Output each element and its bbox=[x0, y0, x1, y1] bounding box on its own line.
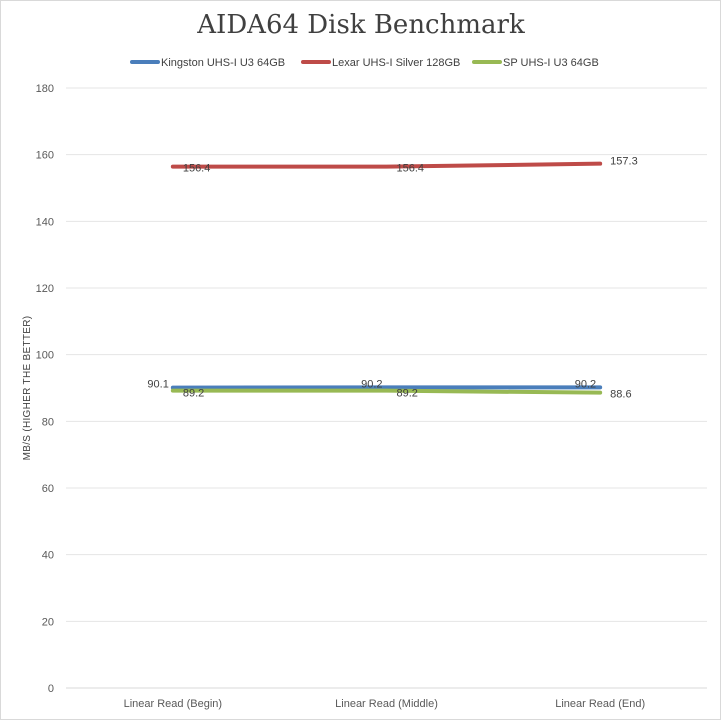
y-tick-label-180: 180 bbox=[36, 83, 54, 95]
series-line bbox=[170, 388, 603, 395]
data-label: 88.6 bbox=[610, 389, 631, 401]
data-label: 90.1 bbox=[147, 379, 168, 391]
legend-entry-label: SP UHS-I U3 64GB bbox=[503, 57, 599, 69]
series-lines bbox=[170, 161, 603, 395]
y-tick-label-140: 140 bbox=[36, 216, 54, 228]
x-category-labels: Linear Read (Begin) Linear Read (Middle) L… bbox=[124, 698, 646, 710]
data-labels: 90.1 90.2 90.2 156.4 156.4 157.3 89.2 89.2 88.6 bbox=[147, 156, 637, 401]
x-category-label: Linear Read (End) bbox=[555, 698, 645, 710]
data-label: 89.2 bbox=[183, 388, 204, 400]
chart-legend: Kingston UHS-I U3 64GB Lexar UHS-I Silver… bbox=[130, 57, 599, 69]
y-tick-label-100: 100 bbox=[36, 350, 54, 362]
x-category-label: Linear Read (Begin) bbox=[124, 698, 222, 710]
data-label: 89.2 bbox=[397, 388, 418, 400]
data-label: 157.3 bbox=[610, 156, 638, 168]
legend-entry-label: Kingston UHS-I U3 64GB bbox=[161, 57, 285, 69]
series-line bbox=[170, 161, 603, 169]
data-label: 156.4 bbox=[183, 163, 211, 175]
y-tick-label-0: 0 bbox=[48, 683, 54, 695]
y-tick-label-40: 40 bbox=[42, 550, 54, 562]
x-category-label: Linear Read (Middle) bbox=[335, 698, 438, 710]
y-axis-label: MB/S (HIGHER THE BETTER) bbox=[22, 316, 33, 461]
data-label: 90.2 bbox=[361, 378, 382, 390]
legend-entry-label: Lexar UHS-I Silver 128GB bbox=[332, 57, 460, 69]
grid-lines bbox=[66, 87, 707, 689]
y-tick-labels: 0 20 40 60 80 100 120 140 160 180 bbox=[36, 83, 54, 695]
y-tick-label-60: 60 bbox=[42, 483, 54, 495]
y-tick-label-80: 80 bbox=[42, 416, 54, 428]
y-tick-label-20: 20 bbox=[42, 616, 54, 628]
chart-title: AIDA64 Disk Benchmark bbox=[196, 10, 525, 40]
data-label: 90.2 bbox=[575, 378, 596, 390]
data-label: 156.4 bbox=[397, 163, 425, 175]
y-tick-label-160: 160 bbox=[36, 150, 54, 162]
y-tick-label-120: 120 bbox=[36, 283, 54, 295]
